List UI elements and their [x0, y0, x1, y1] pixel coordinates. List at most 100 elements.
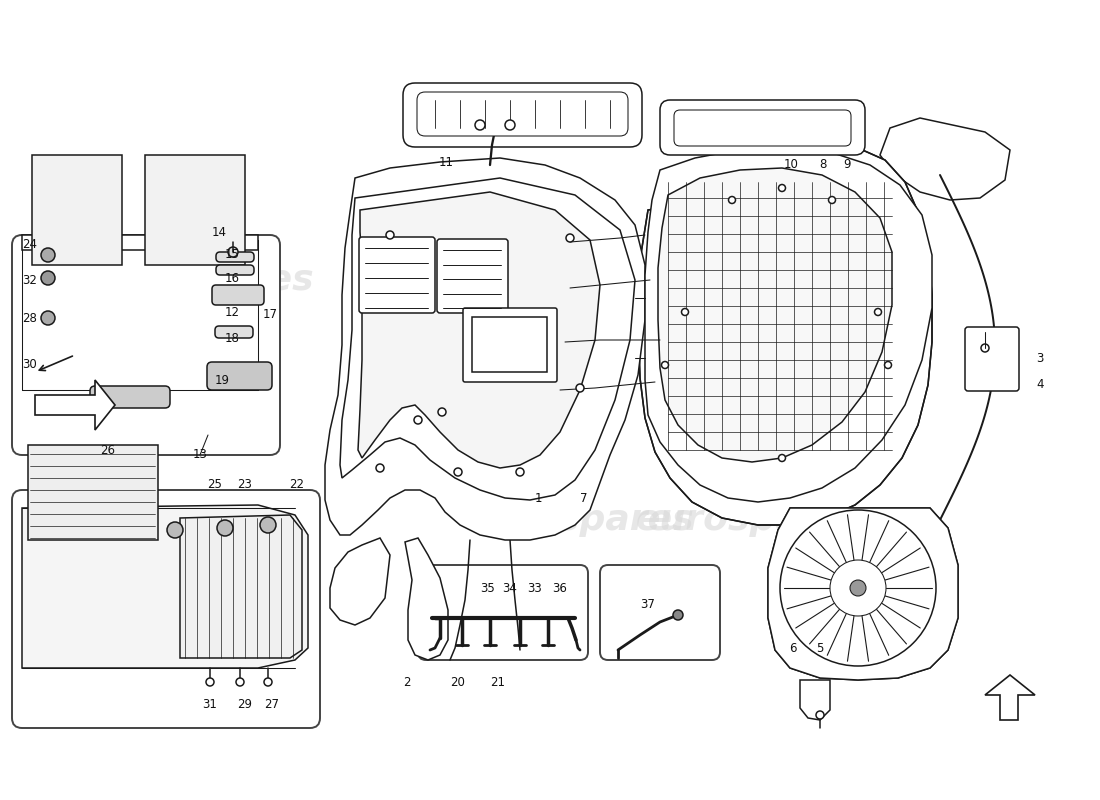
Circle shape [779, 454, 785, 462]
Bar [145, 155, 245, 265]
FancyBboxPatch shape [90, 386, 170, 408]
Text: eurospares: eurospares [536, 243, 764, 277]
Polygon shape [800, 680, 830, 720]
Polygon shape [180, 515, 302, 658]
Circle shape [728, 197, 736, 203]
Text: eurospares: eurospares [86, 503, 315, 537]
Circle shape [850, 580, 866, 596]
Text: 19: 19 [214, 374, 230, 386]
Circle shape [438, 408, 446, 416]
Polygon shape [324, 158, 645, 540]
Circle shape [217, 520, 233, 536]
Circle shape [779, 185, 785, 191]
Circle shape [516, 468, 524, 476]
Text: 2: 2 [404, 677, 410, 690]
Circle shape [167, 522, 183, 538]
Polygon shape [658, 168, 892, 462]
FancyBboxPatch shape [216, 265, 254, 275]
FancyBboxPatch shape [12, 490, 320, 728]
Bar [28, 445, 158, 540]
Bar [472, 317, 547, 372]
Text: 16: 16 [224, 271, 240, 285]
Text: 26: 26 [100, 443, 116, 457]
Text: 32: 32 [23, 274, 37, 286]
Polygon shape [35, 380, 116, 430]
Circle shape [816, 711, 824, 719]
Text: 15: 15 [224, 249, 240, 262]
Text: 8: 8 [820, 158, 827, 171]
Circle shape [673, 610, 683, 620]
Polygon shape [340, 178, 635, 500]
FancyBboxPatch shape [212, 285, 264, 305]
FancyBboxPatch shape [674, 110, 851, 146]
Text: 13: 13 [192, 449, 208, 462]
Circle shape [884, 362, 891, 369]
Circle shape [41, 248, 55, 262]
Text: 9: 9 [844, 158, 850, 171]
FancyBboxPatch shape [965, 327, 1019, 391]
Polygon shape [880, 118, 1010, 200]
Bar [32, 155, 122, 265]
FancyBboxPatch shape [437, 239, 508, 313]
Circle shape [41, 311, 55, 325]
Circle shape [260, 517, 276, 533]
Circle shape [206, 678, 214, 686]
Text: eurospares: eurospares [465, 503, 694, 537]
Text: 10: 10 [783, 158, 799, 171]
FancyBboxPatch shape [660, 100, 865, 155]
Polygon shape [768, 508, 958, 680]
Polygon shape [645, 148, 932, 502]
Text: 1: 1 [535, 491, 541, 505]
Circle shape [475, 120, 485, 130]
Text: 20: 20 [451, 677, 465, 690]
Circle shape [874, 309, 881, 315]
FancyBboxPatch shape [463, 308, 557, 382]
Text: 27: 27 [264, 698, 279, 711]
Text: 30: 30 [23, 358, 37, 371]
Circle shape [576, 384, 584, 392]
Text: 33: 33 [528, 582, 542, 594]
Polygon shape [405, 538, 448, 660]
FancyBboxPatch shape [216, 252, 254, 262]
Text: 22: 22 [289, 478, 305, 491]
Text: 12: 12 [224, 306, 240, 318]
Circle shape [41, 271, 55, 285]
FancyBboxPatch shape [12, 235, 280, 455]
Circle shape [454, 468, 462, 476]
Text: 7: 7 [581, 491, 587, 505]
Text: 5: 5 [816, 642, 824, 654]
Text: 17: 17 [263, 309, 277, 322]
Text: 18: 18 [224, 331, 240, 345]
Text: 29: 29 [238, 698, 253, 711]
Circle shape [236, 678, 244, 686]
Text: 34: 34 [503, 582, 517, 594]
Text: 35: 35 [481, 582, 495, 594]
Circle shape [828, 197, 836, 203]
FancyBboxPatch shape [207, 362, 272, 390]
Bar [22, 235, 258, 250]
Text: 21: 21 [491, 677, 506, 690]
Polygon shape [638, 142, 932, 525]
Circle shape [981, 344, 989, 352]
FancyBboxPatch shape [403, 83, 642, 147]
Polygon shape [330, 538, 390, 625]
Text: 14: 14 [211, 226, 227, 238]
Circle shape [505, 120, 515, 130]
Circle shape [376, 464, 384, 472]
FancyBboxPatch shape [600, 565, 720, 660]
Text: eurospares: eurospares [86, 263, 315, 297]
Text: 28: 28 [23, 311, 37, 325]
Polygon shape [358, 192, 600, 468]
Text: eurospares: eurospares [636, 503, 865, 537]
FancyBboxPatch shape [418, 565, 588, 660]
Text: 37: 37 [640, 598, 656, 611]
Text: 24: 24 [22, 238, 37, 251]
Circle shape [661, 362, 669, 369]
Text: 6: 6 [790, 642, 796, 654]
Circle shape [228, 247, 238, 257]
Text: 3: 3 [1036, 351, 1044, 365]
Polygon shape [984, 675, 1035, 720]
Circle shape [780, 510, 936, 666]
Circle shape [830, 560, 886, 616]
Circle shape [414, 416, 422, 424]
